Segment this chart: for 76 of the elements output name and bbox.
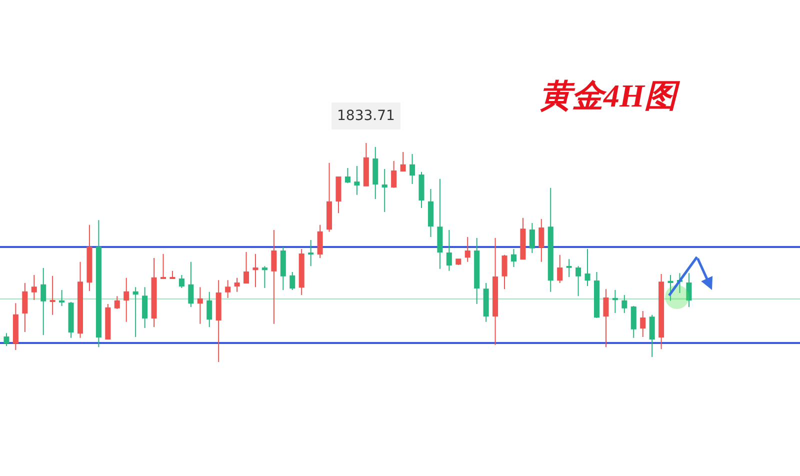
candlestick	[446, 229, 452, 272]
candlestick	[566, 258, 572, 278]
candlestick	[96, 220, 102, 348]
candlestick	[298, 248, 304, 296]
candlestick	[437, 178, 443, 270]
candlestick	[658, 273, 664, 350]
candlestick	[548, 187, 554, 292]
candlestick	[50, 275, 56, 316]
candlestick	[456, 258, 462, 266]
candlestick	[132, 286, 138, 338]
candlestick	[372, 146, 378, 200]
candlestick	[640, 310, 646, 338]
candlestick	[170, 270, 176, 280]
candlestick	[12, 302, 18, 350]
candlestick	[40, 268, 46, 336]
candlestick	[363, 142, 369, 186]
candlestick	[124, 277, 130, 322]
candlestick	[538, 218, 544, 262]
candlestick	[234, 277, 240, 292]
candlestick	[584, 248, 590, 287]
candlestick	[206, 291, 212, 328]
candlestick	[225, 280, 231, 299]
candlestick	[428, 188, 434, 238]
candlestick	[483, 282, 489, 322]
candlestick	[502, 254, 508, 290]
candlestick	[4, 332, 10, 347]
annotation: 1833.71	[337, 108, 395, 124]
candlestick	[252, 254, 258, 288]
candlestick	[557, 254, 563, 284]
candlestick	[410, 153, 416, 184]
candlestick	[630, 305, 636, 338]
candlestick	[151, 257, 157, 328]
candlestick	[400, 151, 406, 172]
candlestick	[317, 224, 323, 258]
candlestick	[594, 271, 600, 318]
candlestick	[114, 296, 120, 310]
candlestick	[178, 274, 184, 288]
candlestick	[188, 261, 194, 308]
chart-title: 黄金4H图	[540, 77, 680, 114]
candlestick	[492, 238, 498, 346]
candlestick	[22, 282, 28, 332]
candlestick	[68, 301, 74, 338]
candlestick	[354, 166, 360, 196]
candlestick	[77, 261, 83, 338]
candlestick	[686, 272, 692, 308]
candlestick	[271, 229, 277, 324]
candlestick	[308, 240, 314, 267]
candlestick	[105, 303, 111, 340]
candlestick	[622, 294, 628, 314]
candlestick	[59, 289, 65, 306]
candlestick	[474, 238, 480, 304]
candlestick	[418, 171, 424, 209]
candlestick	[668, 274, 674, 302]
candlestick	[326, 162, 332, 232]
candlestick	[391, 160, 397, 188]
candlestick	[510, 248, 516, 268]
candlestick	[520, 217, 526, 260]
candlestick	[603, 288, 609, 348]
candlestick	[576, 266, 582, 297]
candlestick	[344, 167, 350, 184]
candlestick	[216, 280, 222, 362]
candlestick	[464, 236, 470, 262]
candlestick	[142, 286, 148, 329]
candlestick	[529, 222, 535, 254]
candlestick	[197, 286, 203, 324]
candlestick	[160, 254, 166, 280]
candlestick	[244, 252, 250, 284]
candlestick	[612, 289, 618, 314]
candlestick	[280, 246, 286, 290]
candlestick	[649, 314, 655, 358]
candlestick	[31, 274, 37, 301]
candlestick	[336, 176, 342, 214]
candlestick	[262, 266, 268, 288]
candlestick	[290, 271, 296, 290]
candlestick	[86, 224, 92, 292]
candlestick	[382, 168, 388, 212]
